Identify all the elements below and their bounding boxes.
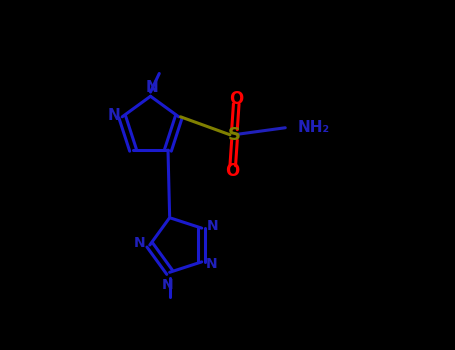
- Text: O: O: [229, 90, 243, 108]
- Text: NH₂: NH₂: [298, 120, 329, 135]
- Text: O: O: [226, 162, 240, 180]
- Text: N: N: [108, 107, 121, 122]
- Text: N: N: [162, 278, 174, 292]
- Text: N: N: [206, 257, 217, 271]
- Text: N: N: [133, 236, 145, 250]
- Text: N: N: [145, 79, 158, 94]
- Text: S: S: [228, 126, 241, 144]
- Text: N: N: [207, 219, 218, 233]
